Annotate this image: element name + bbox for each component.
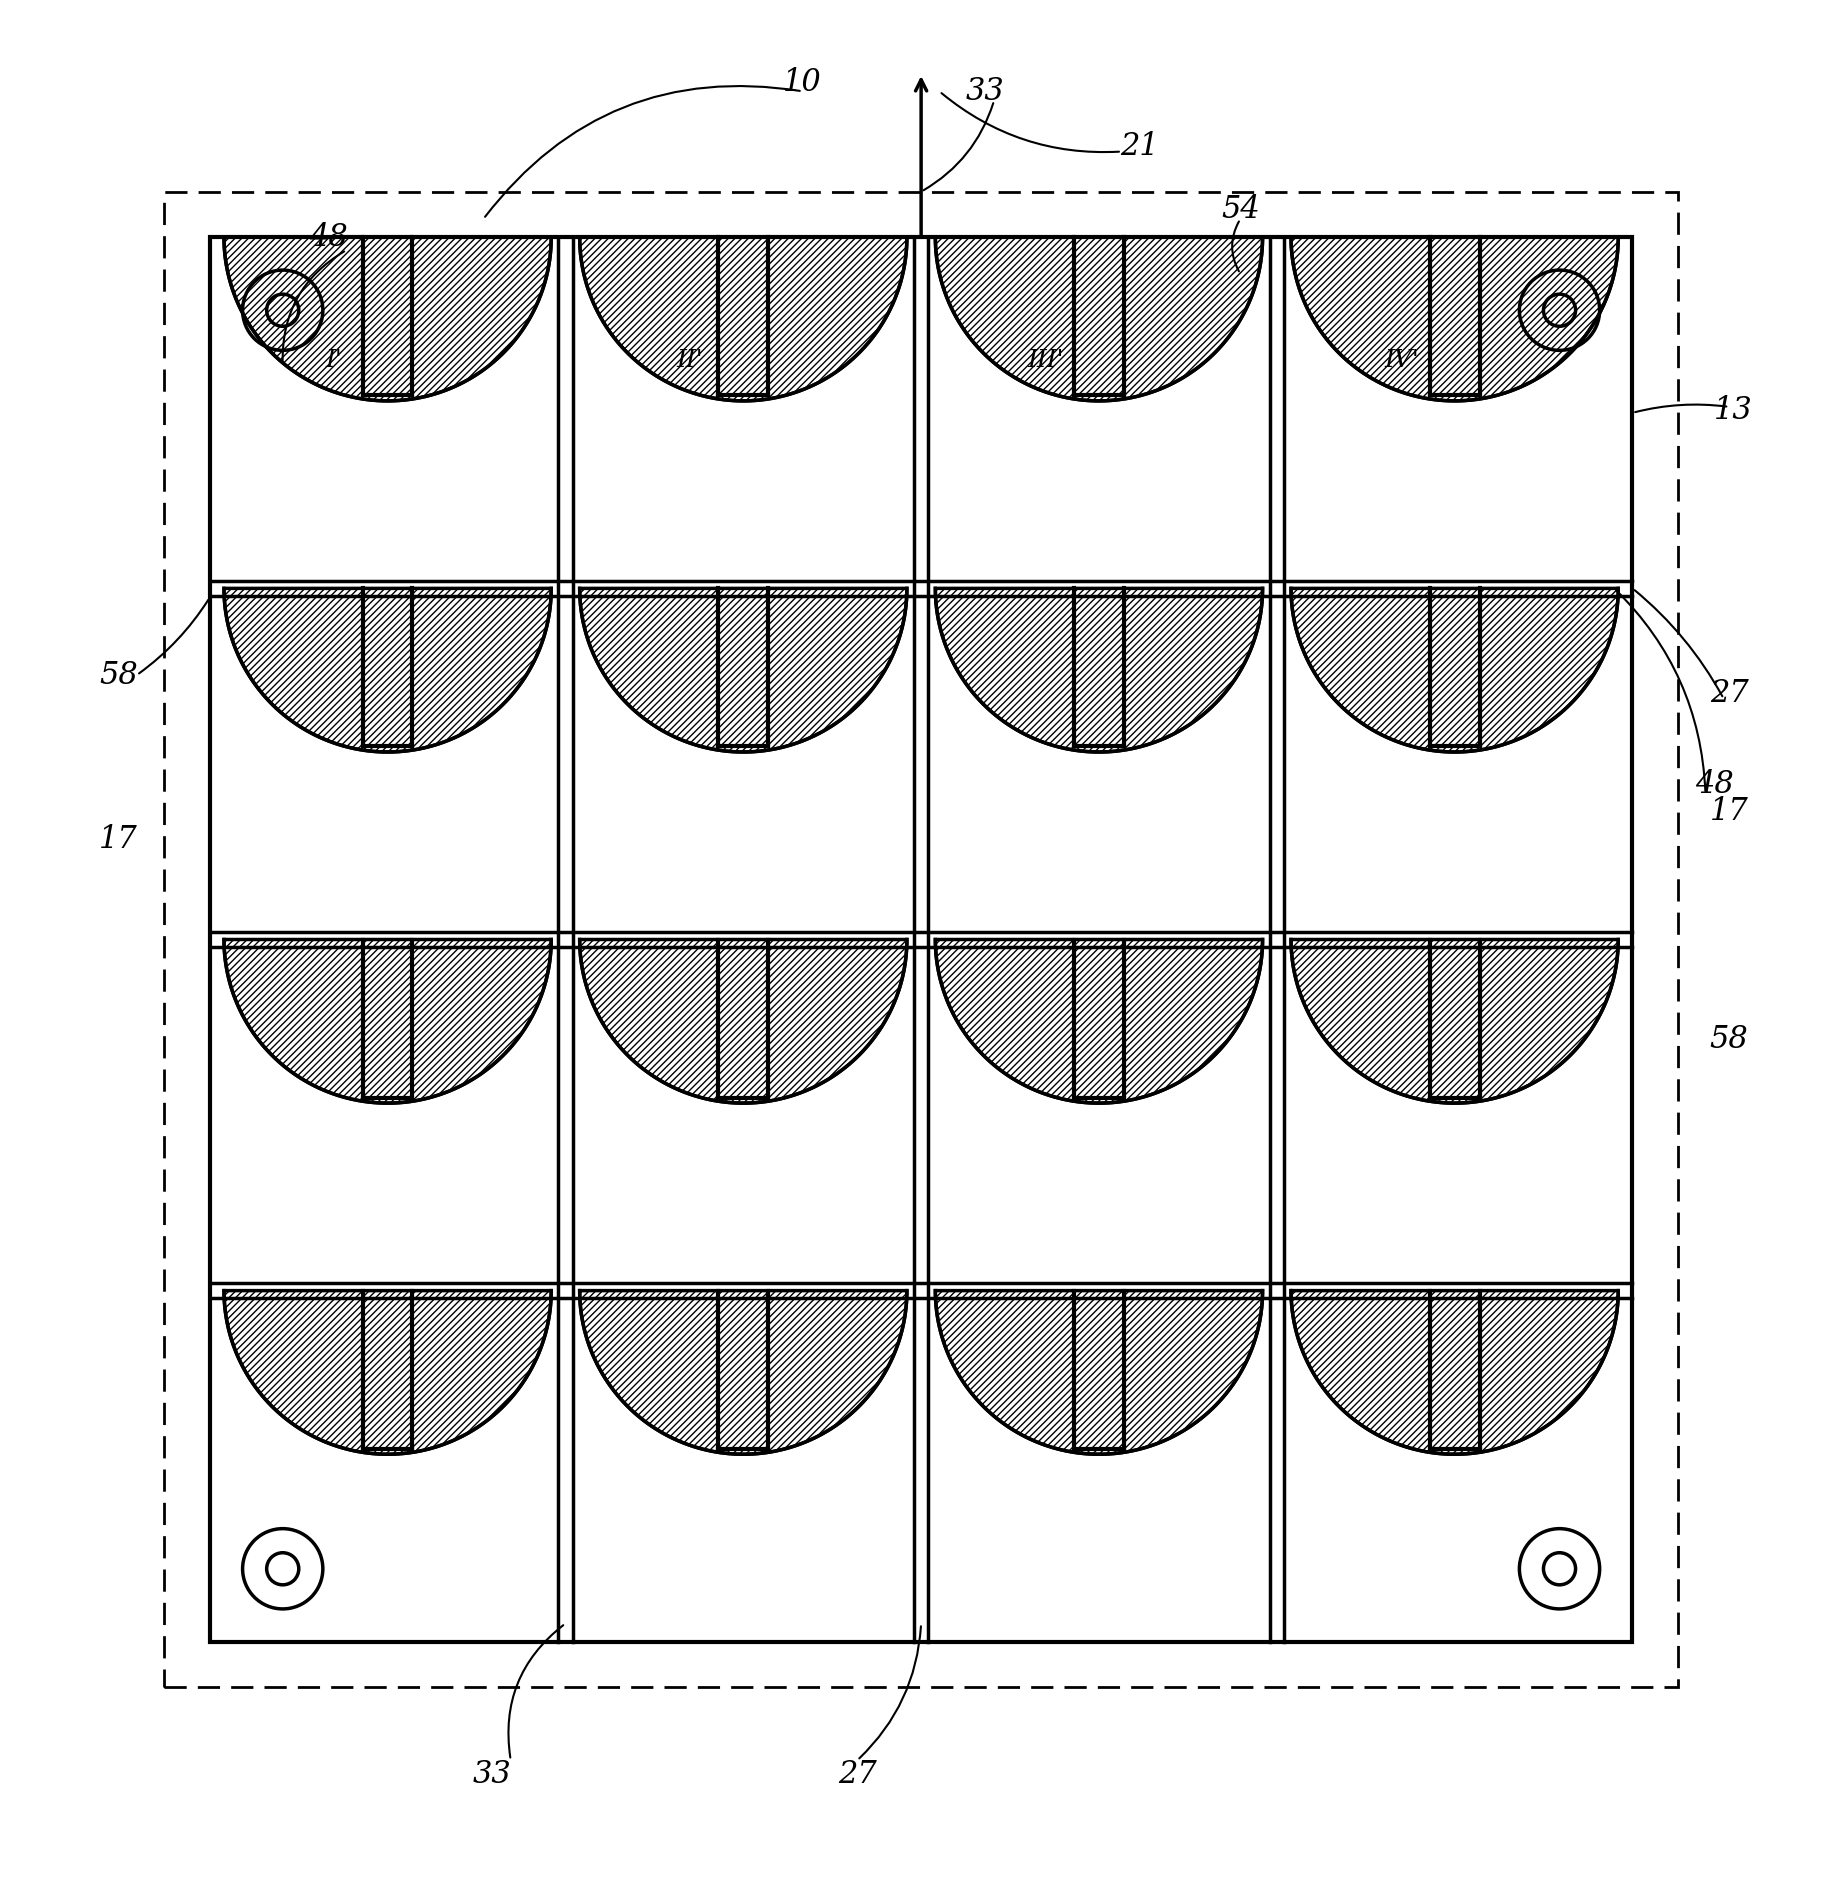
Text: 48: 48	[1694, 769, 1734, 800]
Text: 54: 54	[1220, 194, 1260, 225]
Text: 27: 27	[837, 1759, 877, 1791]
Text: IV': IV'	[1384, 349, 1418, 372]
Text: 17: 17	[98, 823, 139, 855]
Text: 10: 10	[782, 68, 822, 98]
Text: 58: 58	[1708, 1024, 1748, 1056]
Text: 27: 27	[1708, 678, 1748, 708]
Text: 21: 21	[1119, 130, 1159, 162]
Text: 33: 33	[964, 75, 1004, 107]
Text: 48: 48	[308, 222, 348, 254]
Text: III': III'	[1026, 349, 1063, 372]
Text: 17: 17	[1708, 797, 1748, 827]
Text: 13: 13	[1712, 395, 1752, 427]
Text: II': II'	[676, 349, 704, 372]
Text: I': I'	[326, 349, 343, 372]
Text: 58: 58	[98, 660, 139, 690]
Text: 33: 33	[472, 1759, 512, 1791]
